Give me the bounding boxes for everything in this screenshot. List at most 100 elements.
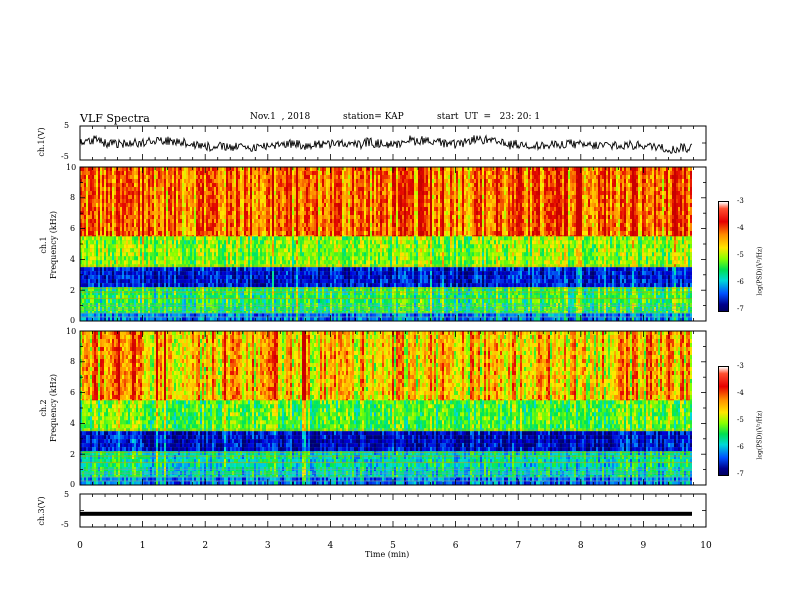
spectrogram-cell xyxy=(366,236,368,241)
spectrogram-cell xyxy=(596,317,598,321)
spectrogram-cell xyxy=(566,299,568,304)
spectrogram-cell xyxy=(132,295,134,300)
spectrogram-cell xyxy=(338,236,340,241)
spectrogram-cell xyxy=(258,271,260,276)
spectrogram-cell xyxy=(264,295,266,300)
spectrogram-cell xyxy=(400,275,402,280)
spectrogram-cell xyxy=(260,267,262,272)
spectrogram-cell xyxy=(412,279,414,284)
spectrogram-cell xyxy=(478,295,480,300)
spectrogram-cell xyxy=(434,287,436,292)
spectrogram-cell xyxy=(466,313,468,318)
spectrogram-cell xyxy=(394,275,396,280)
spectrogram-cell xyxy=(414,279,416,284)
spectrogram-cell xyxy=(424,299,426,304)
spectrogram-cell xyxy=(328,313,330,318)
spectrogram-cell xyxy=(686,271,688,276)
spectrogram-cell xyxy=(632,287,634,292)
spectrogram-cell xyxy=(550,313,552,318)
spectrogram-cell xyxy=(308,299,310,304)
spectrogram-cell xyxy=(520,267,522,272)
spectrogram-cell xyxy=(130,279,132,284)
spectrogram-cell xyxy=(206,317,208,321)
spectrogram-cell xyxy=(252,313,254,318)
spectrogram-cell xyxy=(434,317,436,321)
spectrogram-cell xyxy=(228,311,230,314)
spectrogram-cell xyxy=(610,317,612,321)
spectrogram-cell xyxy=(380,267,382,272)
spectrogram-cell xyxy=(130,311,132,314)
spectrogram-cell xyxy=(286,267,288,272)
spectrogram-cell xyxy=(650,279,652,284)
spectrogram-cell xyxy=(332,313,334,318)
spectrogram-cell xyxy=(284,271,286,276)
spectrogram-cell xyxy=(288,311,290,314)
spectrogram-cell xyxy=(526,267,528,272)
spectrogram-cell xyxy=(514,299,516,304)
spectrogram-cell xyxy=(224,236,226,241)
spectrogram-cell xyxy=(370,299,372,304)
spectrogram-cell xyxy=(124,291,126,296)
spectrogram-cell xyxy=(552,279,554,284)
spectrogram-cell xyxy=(182,271,184,276)
spectrogram-cell xyxy=(668,295,670,300)
spectrogram-cell xyxy=(602,317,604,321)
spectrogram-cell xyxy=(456,275,458,280)
spectrogram-cell xyxy=(452,291,454,296)
spectrogram-cell xyxy=(308,287,310,292)
spectrogram-cell xyxy=(504,317,506,321)
spectrogram-cell xyxy=(208,317,210,321)
spectrogram-cell xyxy=(652,279,654,284)
spectrogram-cell xyxy=(244,287,246,292)
spectrogram-cell xyxy=(438,295,440,300)
spectrogram-cell xyxy=(128,267,130,272)
spectrogram-cell xyxy=(642,287,644,292)
spectrogram-cell xyxy=(676,295,678,300)
spectrogram-cell xyxy=(338,275,340,280)
spectrogram-cell xyxy=(214,291,216,296)
spectrogram-cell xyxy=(602,283,604,288)
spectrogram-cell xyxy=(356,283,358,288)
spectrogram-cell xyxy=(194,295,196,300)
spectrogram-cell xyxy=(164,299,166,304)
spectrogram-cell xyxy=(626,299,628,304)
spectrogram-cell xyxy=(674,291,676,296)
spectrogram-cell xyxy=(312,311,314,314)
spectrogram-cell xyxy=(524,279,526,284)
spectrogram-cell xyxy=(586,317,588,321)
spectrogram-cell xyxy=(440,299,442,304)
spectrogram-cell xyxy=(214,313,216,318)
spectrogram-cell xyxy=(472,311,474,314)
spectrogram-cell xyxy=(666,283,668,288)
spectrogram-cell xyxy=(338,313,340,318)
spectrogram-cell xyxy=(446,279,448,284)
spectrogram-cell xyxy=(686,295,688,300)
spectrogram-cell xyxy=(240,317,242,321)
spectrogram-cell xyxy=(558,271,560,276)
spectrogram-cell xyxy=(574,275,576,280)
spectrogram-cell xyxy=(252,283,254,288)
spectrogram-cell xyxy=(624,267,626,272)
spectrogram-cell xyxy=(674,299,676,304)
spectrogram-cell xyxy=(364,295,366,300)
spectrogram-cell xyxy=(284,275,286,280)
spectrogram-cell xyxy=(416,291,418,296)
spectrogram-cell xyxy=(330,317,332,321)
spectrogram-cell xyxy=(314,299,316,304)
spectrogram-cell xyxy=(344,275,346,280)
spectrogram-cell xyxy=(268,267,270,272)
spectrogram-cell xyxy=(250,240,252,245)
spectrogram-cell xyxy=(250,291,252,296)
spectrogram-cell xyxy=(484,291,486,296)
spectrogram-cell xyxy=(564,279,566,284)
spectrogram-cell xyxy=(80,287,82,292)
spectrogram-cell xyxy=(480,291,482,296)
spectrogram-cell xyxy=(616,317,618,321)
spectrogram-cell xyxy=(98,295,100,300)
spectrogram-cell xyxy=(138,291,140,296)
spectrogram-cell xyxy=(380,299,382,304)
spectrogram-cell xyxy=(230,299,232,304)
spectrogram-cell xyxy=(446,295,448,300)
spectrogram-cell xyxy=(226,295,228,300)
spectrogram-cell xyxy=(650,295,652,300)
